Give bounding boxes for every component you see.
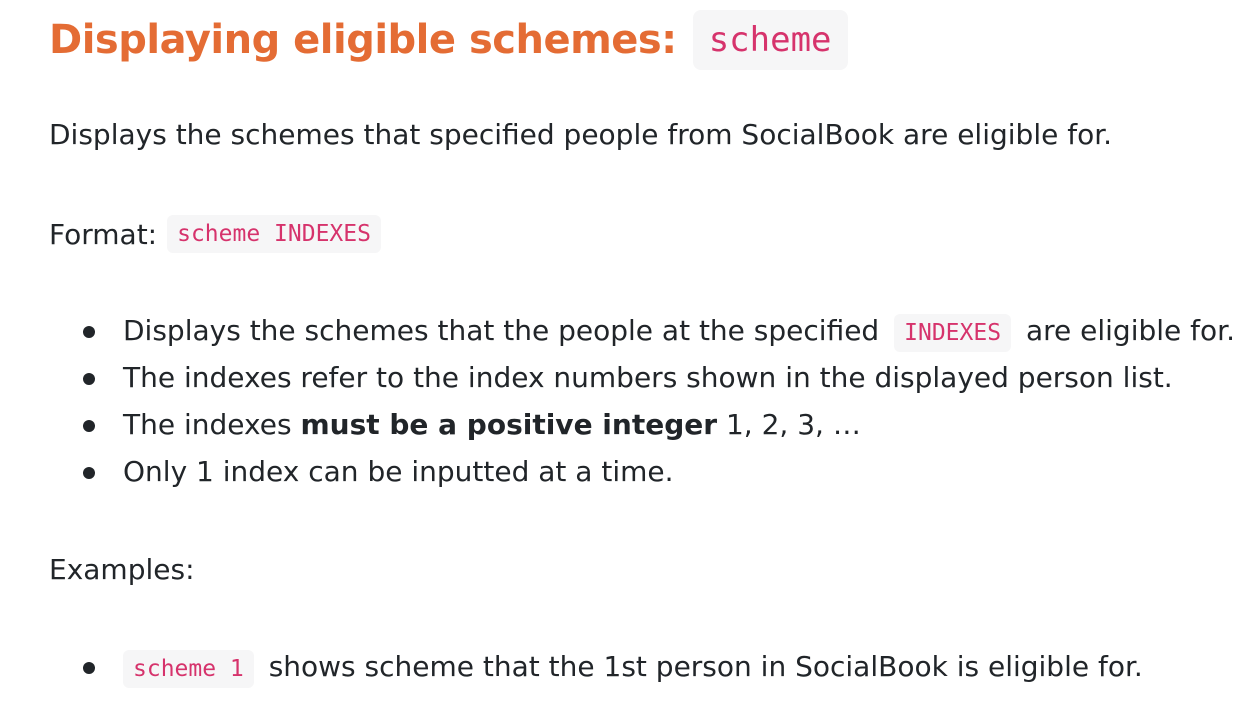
section-heading: Displaying eligible schemes: scheme xyxy=(49,10,848,70)
example-code: scheme 1 xyxy=(123,650,254,688)
examples-label: Examples: xyxy=(49,553,195,586)
note-text: are eligible for. xyxy=(1025,314,1235,347)
note-emphasis: must be a positive integer xyxy=(300,408,718,441)
format-line: Format: scheme INDEXES xyxy=(49,212,381,256)
list-item: The indexes must be a positive integer 1… xyxy=(49,401,1235,448)
list-item: scheme 1 shows scheme that the 1st perso… xyxy=(49,643,1143,690)
command-description: Displays the schemes that specified peop… xyxy=(49,118,1113,151)
heading-text: Displaying eligible schemes: xyxy=(49,17,677,63)
note-text: Only 1 index can be inputted at a time. xyxy=(123,455,674,488)
heading-command-code: scheme xyxy=(692,10,848,70)
format-code: scheme INDEXES xyxy=(167,215,381,253)
indexes-code: INDEXES xyxy=(894,314,1012,352)
note-text: The indexes xyxy=(123,408,292,441)
examples-list: scheme 1 shows scheme that the 1st perso… xyxy=(49,643,1143,690)
note-text: The indexes refer to the index numbers s… xyxy=(123,361,1173,394)
notes-list: Displays the schemes that the people at … xyxy=(49,307,1235,495)
list-item: Displays the schemes that the people at … xyxy=(49,307,1235,354)
format-label: Format: xyxy=(49,217,158,251)
list-item: The indexes refer to the index numbers s… xyxy=(49,354,1235,401)
note-text: Displays the schemes that the people at … xyxy=(123,314,880,347)
list-item: Only 1 index can be inputted at a time. xyxy=(49,448,1235,495)
note-text: 1, 2, 3, … xyxy=(725,408,861,441)
example-text: shows scheme that the 1st person in Soci… xyxy=(268,650,1143,683)
